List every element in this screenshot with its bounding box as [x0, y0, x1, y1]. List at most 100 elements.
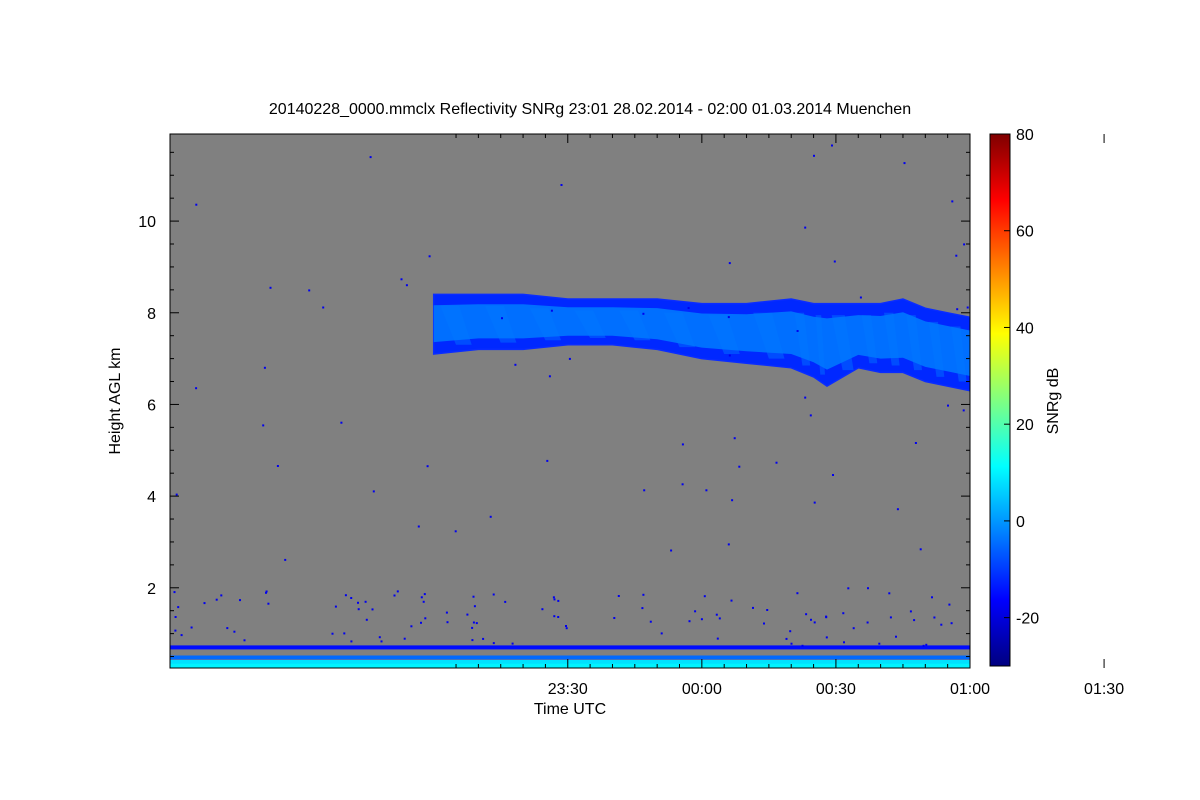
speckle: [859, 296, 862, 299]
speckle: [226, 627, 229, 630]
speckle: [681, 483, 684, 486]
speckle: [372, 490, 375, 493]
speckle: [913, 619, 916, 622]
speckle: [643, 489, 646, 492]
speckle: [950, 622, 953, 625]
speckle: [422, 600, 425, 603]
speckle: [173, 591, 176, 594]
speckle: [560, 184, 563, 186]
speckle: [393, 594, 396, 597]
speckle: [956, 308, 959, 311]
y-tick-label: 4: [147, 489, 156, 506]
speckle: [804, 226, 807, 229]
speckle: [322, 306, 325, 309]
speckle: [903, 162, 906, 165]
speckle: [190, 626, 193, 629]
speckle: [177, 606, 180, 609]
speckle: [847, 587, 850, 590]
speckle: [269, 286, 272, 289]
speckle: [922, 644, 925, 647]
speckle: [180, 634, 183, 637]
speckle: [843, 641, 845, 644]
speckle: [813, 154, 815, 157]
speckle: [553, 615, 556, 618]
clutter-band: [170, 663, 970, 668]
speckle: [215, 598, 218, 601]
cloud-streak: [928, 321, 945, 377]
speckle: [550, 309, 553, 312]
y-axis-ticks: 2 4 6 8 10: [138, 151, 970, 658]
speckle: [909, 610, 912, 613]
speckle: [825, 616, 828, 619]
speckle: [263, 366, 266, 369]
x-tick-label: 00:30: [816, 681, 856, 698]
speckle: [504, 600, 507, 603]
cloud-streak: [1111, 315, 1142, 402]
y-tick-label: 6: [147, 397, 156, 414]
cloud-streak: [1152, 315, 1168, 409]
speckle: [334, 605, 337, 608]
speckle: [357, 608, 360, 611]
speckle: [423, 593, 426, 596]
speckle: [557, 599, 560, 602]
cloud-streak: [440, 305, 472, 345]
speckle: [220, 594, 223, 597]
speckle: [426, 465, 429, 468]
speckle: [489, 515, 492, 518]
speckle: [350, 640, 353, 643]
y-tick-label: 8: [147, 306, 156, 323]
speckle: [492, 642, 495, 645]
speckle: [472, 621, 475, 624]
speckle: [801, 644, 804, 647]
speckle: [642, 593, 645, 596]
speckle: [410, 625, 413, 628]
speckle: [789, 630, 792, 633]
speckle: [733, 437, 736, 440]
speckle: [716, 637, 719, 640]
cloud-streak: [973, 331, 989, 379]
x-axis-label: Time UTC: [534, 701, 606, 718]
y-axis-label: Height AGL km: [107, 347, 124, 454]
speckle: [718, 617, 721, 620]
speckle: [492, 593, 495, 596]
cloud-streak: [663, 312, 696, 348]
speckle: [396, 590, 399, 593]
speckle: [417, 525, 420, 528]
speckle: [405, 284, 408, 287]
speckle: [276, 465, 279, 467]
speckle: [889, 616, 892, 619]
speckle: [775, 461, 778, 464]
speckle: [933, 616, 936, 619]
speckle: [660, 632, 663, 635]
speckle: [175, 493, 178, 496]
colorbar: [989, 133, 1011, 667]
speckle: [243, 639, 246, 642]
speckle: [265, 591, 267, 594]
cloud-streak: [951, 326, 967, 382]
speckle: [475, 622, 478, 625]
speckle: [369, 156, 372, 159]
noise-speckles: [173, 144, 969, 647]
cloud-streak: [529, 308, 562, 341]
cloud-streak: [831, 315, 854, 371]
x-tick-label: 23:30: [548, 681, 588, 698]
colorbar-tick-label: 60: [1016, 224, 1034, 241]
speckle: [262, 424, 265, 427]
speckle: [613, 617, 616, 619]
speckle: [420, 621, 422, 624]
speckle: [472, 595, 475, 598]
clutter-band: [170, 655, 970, 660]
speckle: [790, 642, 793, 645]
speckle: [963, 243, 966, 246]
speckle: [365, 618, 368, 621]
cloud-streak: [794, 312, 811, 366]
speckle: [966, 306, 969, 309]
speckle: [265, 590, 268, 593]
speckle: [694, 610, 697, 613]
speckle: [681, 443, 684, 446]
speckle: [174, 629, 177, 632]
cloud-streak: [753, 312, 785, 359]
speckle: [852, 627, 855, 630]
speckle: [866, 621, 869, 624]
